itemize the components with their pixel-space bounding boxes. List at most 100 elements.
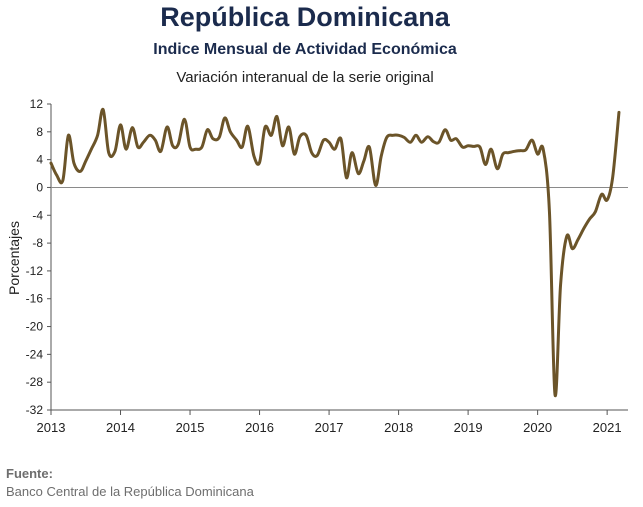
data-point [328, 141, 330, 143]
data-point [62, 179, 64, 181]
data-point [114, 150, 116, 152]
y-tick-label: 12 [30, 97, 44, 111]
data-point [513, 150, 515, 152]
data-point [548, 211, 550, 213]
data-point [357, 172, 359, 174]
data-point [531, 139, 533, 141]
data-point [299, 135, 301, 137]
data-point [85, 160, 87, 162]
data-point [253, 155, 255, 157]
data-point [351, 151, 353, 153]
data-point [472, 145, 474, 147]
data-point [507, 151, 509, 153]
data-point [305, 134, 307, 136]
data-point [137, 146, 139, 148]
data-point [270, 134, 272, 136]
y-axis: 12 8 4 0 -4 -8 -12 -16 -20 -24 -28 -32 [26, 97, 52, 417]
data-point [525, 149, 527, 151]
x-tick-label: 2020 [523, 420, 552, 435]
data-point [281, 145, 283, 147]
data-point [67, 134, 69, 136]
chart-subtitle: Indice Mensual de Actividad Económica [153, 41, 457, 58]
chart-title: República Dominicana [160, 2, 450, 32]
chart-subsubtitle: Variación interanual de la serie origina… [176, 69, 434, 86]
y-tick-label: -4 [32, 208, 43, 222]
data-point [444, 129, 446, 131]
data-point [461, 146, 463, 148]
data-point [432, 140, 434, 142]
data-point [247, 125, 249, 127]
data-point [183, 118, 185, 120]
data-point [554, 394, 556, 396]
data-point [235, 139, 237, 141]
data-point [194, 148, 196, 150]
data-point [293, 153, 295, 155]
data-point [142, 141, 144, 143]
data-point [363, 160, 365, 162]
data-point [171, 145, 173, 147]
data-point [264, 126, 266, 128]
data-point [438, 141, 440, 143]
data-point [55, 174, 57, 176]
data-point [119, 124, 121, 126]
data-point [427, 135, 429, 137]
data-point [559, 284, 561, 286]
y-tick-label: -16 [26, 292, 44, 306]
data-point [189, 146, 191, 148]
data-point [467, 145, 469, 147]
data-point [50, 162, 52, 164]
data-point [108, 151, 110, 153]
y-tick-label: -32 [26, 403, 44, 417]
source-label: Fuente: [6, 466, 53, 481]
data-point [577, 238, 579, 240]
data-point [125, 148, 127, 150]
data-point [340, 138, 342, 140]
data-point [380, 155, 382, 157]
data-point [322, 139, 324, 141]
y-tick-label: -28 [26, 375, 44, 389]
data-point [409, 141, 411, 143]
x-axis: 2013 2014 2015 2016 2017 2018 2019 2020 2021 [37, 186, 628, 435]
data-point [160, 150, 162, 152]
data-point [241, 146, 243, 148]
data-point [154, 139, 156, 141]
data-point [212, 138, 214, 140]
data-point [224, 117, 226, 119]
data-point [594, 211, 596, 213]
series-line-0 [49, 108, 621, 398]
y-tick-label: 8 [36, 125, 43, 139]
data-point [502, 153, 504, 155]
data-point [316, 154, 318, 156]
data-point [450, 139, 452, 141]
data-point [131, 126, 133, 128]
data-point [583, 227, 585, 229]
data-point [484, 163, 486, 165]
y-tick-label: -20 [26, 320, 44, 334]
data-point [618, 111, 620, 113]
data-point [177, 143, 179, 145]
data-point [276, 115, 278, 117]
data-point [90, 148, 92, 150]
x-tick-label: 2017 [315, 420, 344, 435]
data-point [102, 108, 104, 110]
data-point [206, 129, 208, 131]
data-point [490, 148, 492, 150]
data-point [589, 218, 591, 220]
data-point [368, 146, 370, 148]
data-point [496, 167, 498, 169]
series-group [49, 108, 621, 398]
data-point [415, 134, 417, 136]
x-tick-label: 2016 [245, 420, 274, 435]
data-point [218, 136, 220, 138]
y-tick-label: 0 [36, 180, 43, 194]
data-point [392, 134, 394, 136]
data-point [479, 146, 481, 148]
data-point [201, 146, 203, 148]
data-point [96, 134, 98, 136]
y-tick-label: -24 [26, 347, 44, 361]
y-axis-label: Porcentajes [6, 221, 22, 295]
data-point [374, 184, 376, 186]
data-point [566, 235, 568, 237]
data-point [345, 177, 347, 179]
x-tick-label: 2014 [106, 420, 135, 435]
